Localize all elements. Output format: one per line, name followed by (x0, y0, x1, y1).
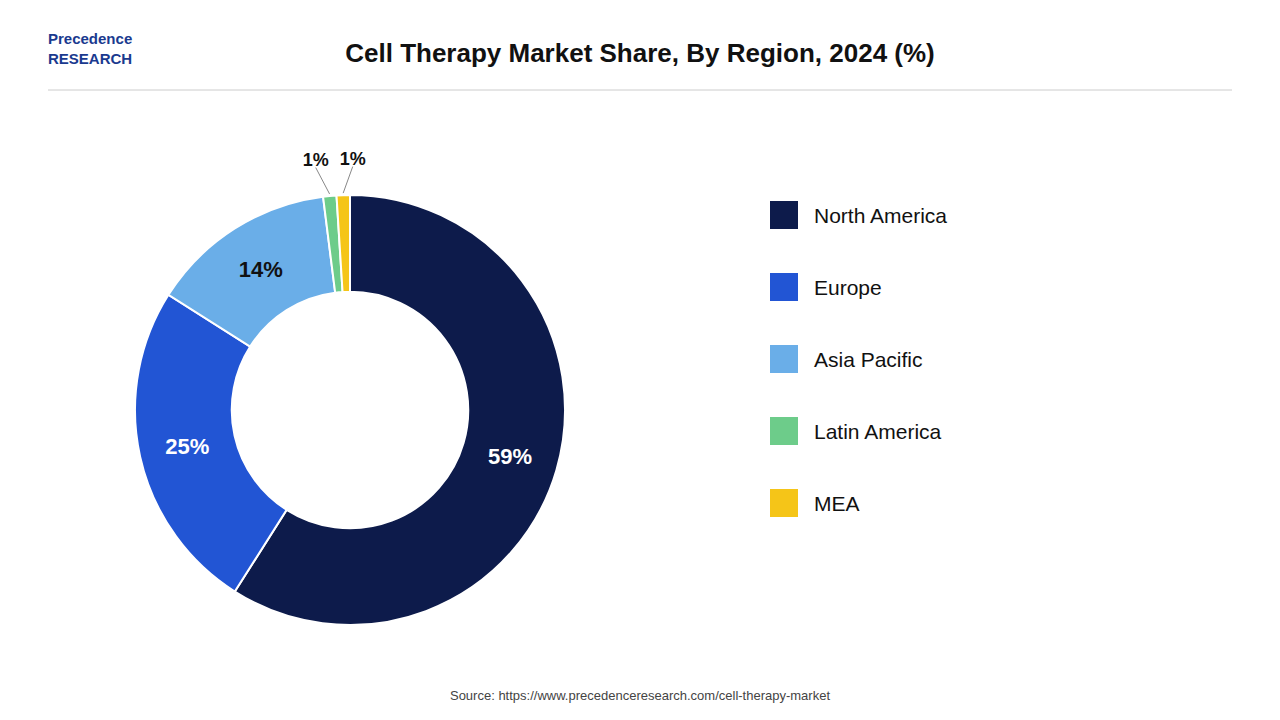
data-label: 59% (488, 444, 532, 469)
source-note: Source: https://www.precedenceresearch.c… (450, 688, 830, 703)
chart-title: Cell Therapy Market Share, By Region, 20… (345, 38, 935, 68)
leader-line (316, 168, 330, 194)
data-label: 1% (303, 150, 329, 170)
legend-swatch (770, 201, 798, 229)
legend-swatch (770, 273, 798, 301)
logo-text: Precedence (48, 30, 132, 47)
donut-wedge (135, 295, 287, 592)
data-label: 14% (239, 257, 283, 282)
leader-line (343, 167, 353, 194)
legend-swatch (770, 489, 798, 517)
background (0, 0, 1280, 720)
donut-wedge (337, 195, 350, 292)
legend-entry: Europe (814, 276, 882, 299)
legend-entry: Latin America (814, 420, 942, 443)
data-labels: 59% 25% 14% 1% 1% (165, 149, 532, 469)
legend-swatch (770, 417, 798, 445)
data-label: 25% (165, 434, 209, 459)
legend-swatch (770, 345, 798, 373)
legend: North America Europe Asia Pacific Latin Ame… (770, 201, 947, 517)
donut-wedge (168, 197, 335, 347)
legend-entry: Asia Pacific (814, 348, 923, 371)
data-label: 1% (340, 149, 366, 169)
legend-entry: North America (814, 204, 947, 227)
title-rule (48, 90, 1232, 91)
legend-entry: MEA (814, 492, 860, 515)
logo-text: RESEARCH (48, 50, 132, 67)
wedges (135, 195, 565, 625)
chart: Precedence RESEARCH Source: https://www.pr… (0, 0, 1280, 720)
